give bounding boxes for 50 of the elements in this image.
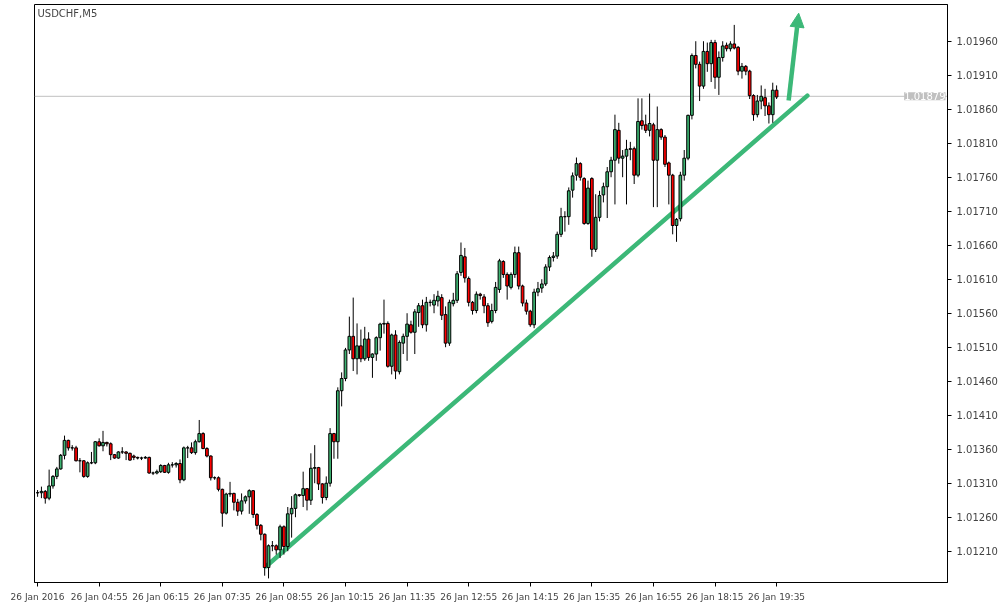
x-tick-label: 26 Jan 2016 [10, 591, 65, 602]
y-tick-label: 1.01710 [956, 206, 998, 218]
y-tick-label: 1.01310 [956, 478, 998, 490]
y-tick-label: 1.01210 [956, 546, 998, 558]
x-tick-label: 26 Jan 10:15 [317, 591, 374, 602]
x-tick-label: 26 Jan 08:55 [255, 591, 313, 602]
candlestick [47, 469, 51, 501]
candlestick [247, 488, 252, 515]
y-tick-label: 1.01260 [956, 512, 998, 524]
y-tick-label: 1.01910 [956, 70, 998, 82]
x-tick-label: 26 Jan 12:55 [440, 591, 498, 602]
ref-line-label: 1.01879 [904, 91, 946, 103]
candlestick [366, 331, 371, 362]
x-tick-label: 26 Jan 07:35 [193, 591, 251, 602]
y-tick-label: 1.01610 [956, 274, 998, 286]
y-tick-label: 1.01960 [956, 36, 998, 48]
candlestick [432, 293, 436, 314]
candlestick [362, 326, 367, 362]
y-tick-label: 1.01860 [956, 104, 998, 116]
candlestick [124, 450, 128, 461]
x-tick-label: 26 Jan 18:15 [686, 591, 744, 602]
candlestick [736, 45, 740, 76]
candlestick [420, 299, 425, 329]
x-tick-label: 26 Jan 11:35 [378, 591, 436, 602]
x-tick-label: 26 Jan 04:55 [70, 591, 128, 602]
y-tick-label: 1.01460 [956, 376, 998, 388]
y-tick-label: 1.01510 [956, 342, 998, 354]
candlestick [93, 440, 98, 465]
y-tick-label: 1.01810 [956, 138, 998, 150]
x-tick-label: 26 Jan 15:35 [563, 591, 621, 602]
candlestick [624, 139, 629, 205]
candlestick [355, 322, 359, 375]
y-tick-label: 1.01360 [956, 444, 998, 456]
y-tick-label: 1.01560 [956, 308, 998, 320]
x-tick-label: 26 Jan 06:15 [132, 591, 190, 602]
candlestick [709, 39, 714, 83]
candlestick [405, 312, 409, 362]
x-tick-label: 26 Jan 16:55 [624, 591, 682, 602]
y-tick-label: 1.01660 [956, 240, 998, 252]
candlestick [755, 94, 760, 118]
x-tick-label: 26 Jan 19:35 [748, 591, 806, 602]
y-tick-label: 1.01760 [956, 172, 998, 184]
candlestick [301, 471, 306, 508]
candlestick [359, 329, 363, 363]
candlestick [101, 430, 105, 452]
chart-title: USDCHF,M5 [37, 7, 98, 19]
candlestick [351, 297, 356, 372]
x-tick-label: 26 Jan 14:15 [501, 591, 559, 602]
candlestick [278, 524, 282, 559]
y-tick-label: 1.01410 [956, 410, 998, 422]
